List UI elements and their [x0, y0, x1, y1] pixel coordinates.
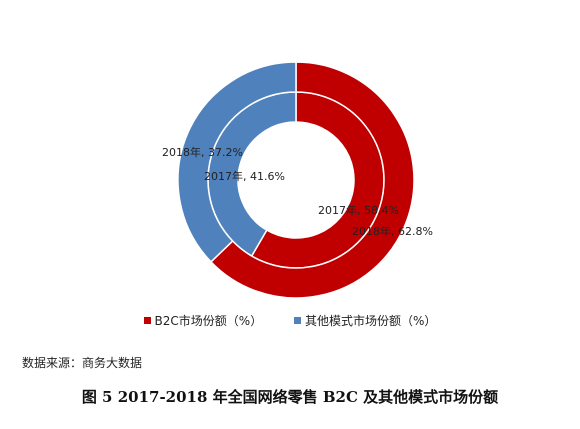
slice-2018年-b2c [209, 61, 415, 299]
data-label-2018年-b2c: 2018年, 62.8% [352, 224, 433, 238]
slice-2018年-other [177, 61, 297, 263]
legend: B2C市场份额（%） 其他模式市场份额（%） [0, 312, 580, 329]
legend-label-other: 其他模式市场份额（%） [305, 314, 437, 328]
data-label-2017年-b2c: 2017年, 58.4% [318, 203, 399, 217]
legend-swatch-other [294, 317, 302, 324]
legend-item-b2c: B2C市场份额（%） [143, 312, 263, 329]
figure-caption: 图 5 2017-2018 年全国网络零售 B2C 及其他模式市场份额 [81, 388, 499, 406]
nested-donut-chart: 2017年, 58.4% 2017年, 41.6% 2018年, 62.8% 2018… [162, 61, 433, 299]
legend-swatch-b2c [143, 317, 151, 324]
data-source-note: 数据来源：商务大数据 [22, 356, 143, 370]
data-label-2017年-other: 2017年, 41.6% [204, 169, 285, 183]
legend-label-b2c: B2C市场份额（%） [154, 314, 263, 328]
data-label-2018年-other: 2018年, 37.2% [162, 145, 243, 159]
legend-item-other: 其他模式市场份额（%） [294, 312, 436, 329]
